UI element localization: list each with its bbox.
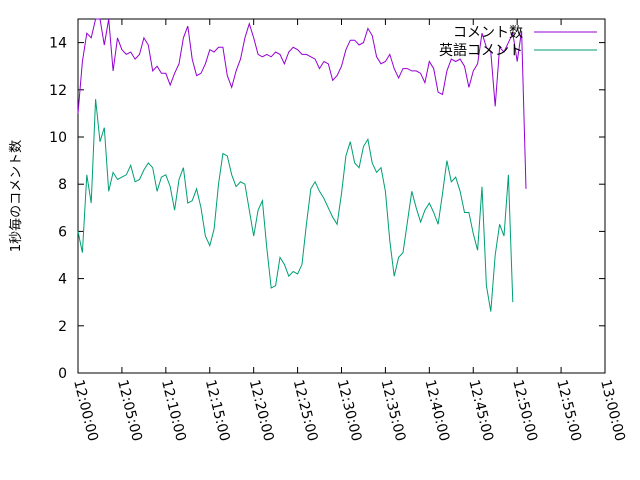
y-axis: 0 2 4 6 8 10 12 14 bbox=[49, 36, 605, 382]
series-line-0 bbox=[77, 18, 527, 189]
x-tick-label: 12:35:00 bbox=[378, 378, 409, 443]
x-tick-label: 13:00:00 bbox=[597, 378, 628, 443]
x-axis: 12:00:00 12:05:00 12:10:00 12:15:00 12:20:00… bbox=[70, 19, 628, 443]
x-tick-label: 12:25:00 bbox=[290, 378, 321, 443]
x-tick-label: 12:05:00 bbox=[114, 378, 145, 443]
x-tick-label: 12:15:00 bbox=[202, 378, 233, 443]
x-tick-label: 12:10:00 bbox=[158, 378, 189, 443]
y-axis-label: 1秒毎のコメント数 bbox=[8, 140, 24, 252]
y-tick-label: 6 bbox=[58, 224, 67, 240]
y-tick-label: 14 bbox=[49, 36, 67, 52]
y-tick-label: 8 bbox=[58, 177, 67, 193]
x-tick-label: 12:50:00 bbox=[509, 378, 540, 443]
x-tick-label: 12:45:00 bbox=[465, 378, 496, 443]
y-tick-label: 12 bbox=[49, 83, 67, 99]
x-tick-label: 12:30:00 bbox=[334, 378, 365, 443]
series-lines bbox=[77, 18, 527, 312]
legend-label: コメント数 bbox=[453, 25, 523, 41]
x-tick-label: 12:20:00 bbox=[246, 378, 277, 443]
y-tick-label: 4 bbox=[58, 272, 67, 288]
legend-label: 英語コメント bbox=[439, 42, 523, 59]
y-tick-label: 10 bbox=[49, 130, 67, 146]
x-tick-label: 12:40:00 bbox=[421, 378, 452, 443]
y-tick-label: 2 bbox=[58, 319, 67, 335]
y-tick-label: 0 bbox=[58, 366, 67, 382]
x-tick-label: 12:00:00 bbox=[70, 378, 101, 443]
series-line-1 bbox=[77, 99, 514, 312]
x-tick-label: 12:55:00 bbox=[553, 378, 584, 443]
